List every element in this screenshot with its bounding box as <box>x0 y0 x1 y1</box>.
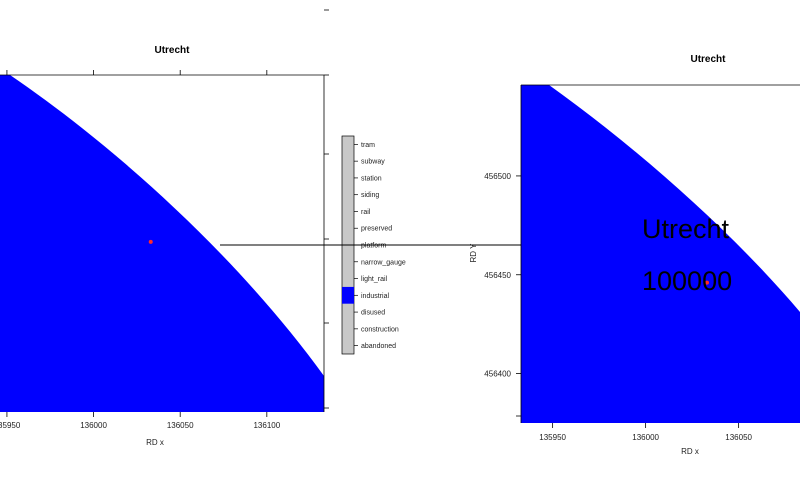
left-bottom-ticks: 135950 136000 136050 136100 <box>0 412 281 430</box>
left-plot-frame <box>0 74 325 412</box>
annotation-city: Utrecht <box>642 214 730 244</box>
left-title: Utrecht <box>154 45 190 56</box>
legend-swatch-highlight <box>342 286 354 304</box>
legend-label: disused <box>361 310 385 317</box>
legend-label: tram <box>361 142 375 149</box>
legend-label: preserved <box>361 226 392 233</box>
right-y-tick-label: 456400 <box>484 370 511 379</box>
legend-label: industrial <box>361 293 389 300</box>
left-x-tick-label: 136000 <box>80 421 107 430</box>
right-point-marker <box>705 280 709 285</box>
right-x-tick-label: 136000 <box>632 433 659 442</box>
right-x-tick-label: 135950 <box>539 433 566 442</box>
left-right-ticks <box>324 9 329 409</box>
legend-label: abandoned <box>361 343 396 350</box>
right-y-tick-label: 456500 <box>484 172 511 181</box>
legend-label: platform <box>361 243 386 250</box>
right-y-axis-label: RD Y <box>469 243 478 263</box>
left-top-ticks <box>6 70 268 75</box>
right-bottom-ticks: 135950136000136050136100 <box>539 423 753 442</box>
legend-label: station <box>361 175 382 182</box>
legend-label: construction <box>361 326 399 333</box>
right-y-tick-label: 456450 <box>484 271 511 280</box>
left-x-tick-label: 135950 <box>0 421 21 430</box>
left-x-axis-label: RD x <box>146 438 164 447</box>
legend-label: siding <box>361 192 379 199</box>
right-x-axis-label: RD x <box>681 447 699 456</box>
right-x-tick-label: 136050 <box>725 433 752 442</box>
right-panel: Utrecht 456400 456450 456500 135950 136000 1… <box>469 54 800 456</box>
left-point-marker <box>148 239 153 244</box>
legend-label: rail <box>361 209 371 216</box>
right-left-ticks: 456400 456450 456500 <box>484 172 521 417</box>
annotation-number: 100000 <box>642 266 732 296</box>
left-panel: Utrecht 135950 136000 136050 136100 RD x <box>0 9 329 447</box>
left-region-fill <box>0 75 324 412</box>
legend-label: narrow_gauge <box>361 259 406 266</box>
left-x-tick-label: 136050 <box>167 421 194 430</box>
left-x-tick-label: 136100 <box>253 421 280 430</box>
legend-label: subway <box>361 159 385 166</box>
right-region-fill <box>521 85 800 423</box>
right-title: Utrecht <box>690 54 726 65</box>
legend-label: light_rail <box>361 276 388 283</box>
